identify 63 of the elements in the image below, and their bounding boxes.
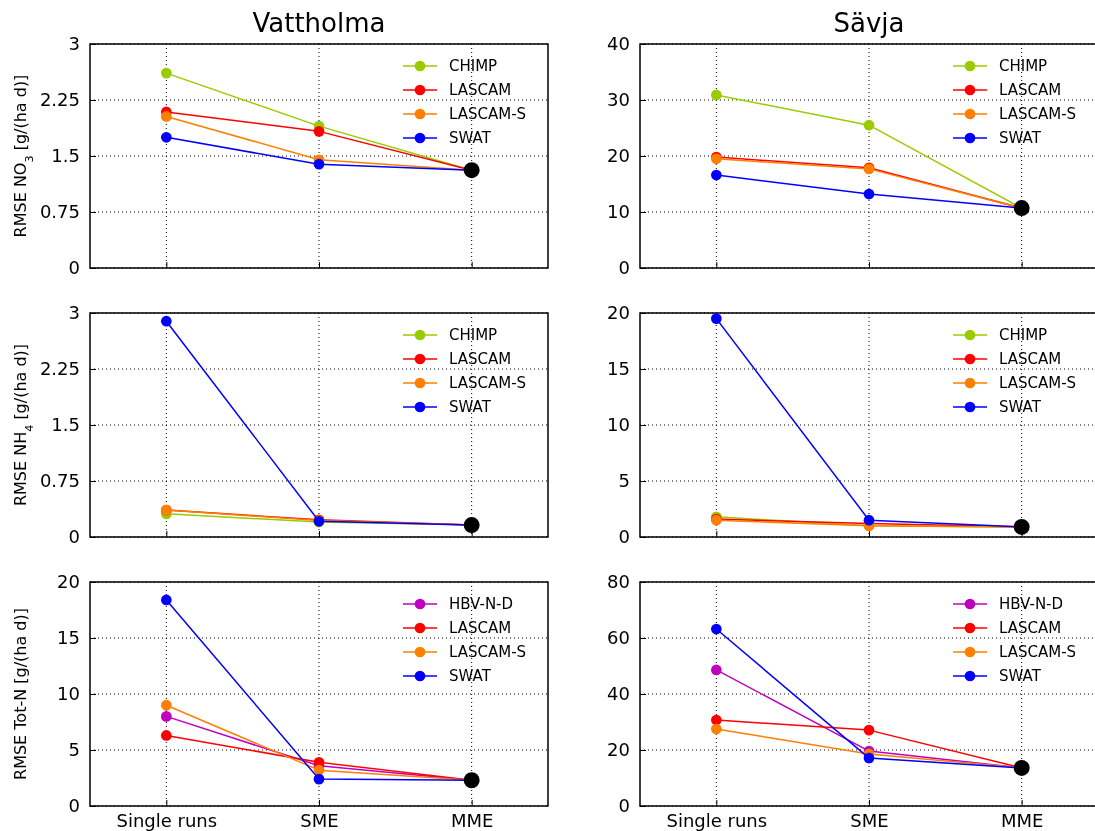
y-tick-label: 0.75 [39,201,80,223]
legend-label: SWAT [449,398,492,417]
y-tick-label: 80 [607,571,630,593]
legend-label: CHIMP [449,57,498,76]
x-tick-label: Single runs [666,809,768,831]
y-tick-label: 5 [618,470,630,492]
y-tick-label: 5 [68,739,80,761]
legend-label: LASCAM-S [999,643,1077,662]
legend-label: LASCAM-S [999,374,1077,393]
x-tick-label: MME [450,809,494,831]
y-tick-label: 0 [68,257,80,279]
y-tick-label: 1.5 [51,414,80,436]
y-tick-label: 2.25 [39,358,80,380]
legend-label: LASCAM [999,350,1062,369]
y-tick-label: 0 [618,526,630,548]
y-tick-label: 15 [57,627,80,649]
legend-label: HBV-N-D [999,595,1064,614]
y-tick-label: 0 [68,795,80,817]
y-tick-label: 10 [607,201,630,223]
legend-label: LASCAM [449,350,512,369]
y-tick-label: 3 [68,33,80,55]
legend-label: SWAT [999,129,1042,148]
chart-title: Vattholma [252,8,386,38]
legend-label: SWAT [449,129,492,148]
legend-label: LASCAM-S [449,643,527,662]
y-axis-title: RMSE Tot-N [g/(ha d)] [11,608,30,780]
legend-label: CHIMP [999,57,1048,76]
legend-label: CHIMP [999,326,1048,345]
y-tick-label: 60 [607,627,630,649]
y-tick-label: 0 [68,526,80,548]
y-tick-label: 40 [607,683,630,705]
legend-label: CHIMP [449,326,498,345]
y-tick-label: 40 [607,33,630,55]
x-tick-label: Single runs [116,809,218,831]
chart-title: Sävja [833,8,905,38]
legend-label: SWAT [449,667,492,686]
y-tick-label: 10 [607,414,630,436]
y-tick-label: 20 [57,571,80,593]
legend-label: LASCAM-S [449,105,527,124]
legend-label: HBV-N-D [449,595,514,614]
legend-label: LASCAM-S [999,105,1077,124]
x-tick-label: MME [1000,809,1044,831]
x-tick-label: SME [300,809,339,831]
y-tick-label: 3 [68,302,80,324]
legend-label: LASCAM-S [449,374,527,393]
y-tick-label: 20 [607,739,630,761]
y-tick-label: 1.5 [51,145,80,167]
y-tick-label: 2.25 [39,89,80,111]
legend-label: LASCAM [449,619,512,638]
y-tick-label: 10 [57,683,80,705]
x-tick-label: SME [850,809,889,831]
y-tick-label: 0 [618,257,630,279]
y-tick-label: 0 [618,795,630,817]
y-tick-label: 20 [607,145,630,167]
y-tick-label: 30 [607,89,630,111]
legend-label: LASCAM [449,81,512,100]
y-tick-label: 0.75 [39,470,80,492]
y-tick-label: 20 [607,302,630,324]
legend-label: LASCAM [999,619,1062,638]
legend-label: SWAT [999,667,1042,686]
legend-label: SWAT [999,398,1042,417]
y-tick-label: 15 [607,358,630,380]
legend-label: LASCAM [999,81,1062,100]
